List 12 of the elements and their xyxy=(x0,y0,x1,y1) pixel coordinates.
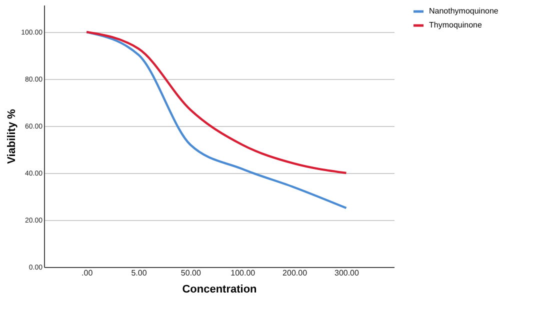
x-tick-label: 200.00 xyxy=(282,268,308,278)
x-tick-label: 300.00 xyxy=(334,268,360,278)
x-axis-title: Concentration xyxy=(182,284,258,296)
x-tick-label: .00 xyxy=(82,268,94,278)
x-tick-label: 100.00 xyxy=(230,268,256,278)
y-axis-title: Viability % xyxy=(6,108,18,164)
line-series xyxy=(85,30,348,174)
x-tick-label: 5.00 xyxy=(131,268,148,278)
legend-label: Nanothymoquinone xyxy=(429,6,499,16)
line-series xyxy=(85,30,348,210)
x-tick-label: 50.00 xyxy=(180,268,202,278)
legend-label: Thymoquinone xyxy=(429,20,482,30)
